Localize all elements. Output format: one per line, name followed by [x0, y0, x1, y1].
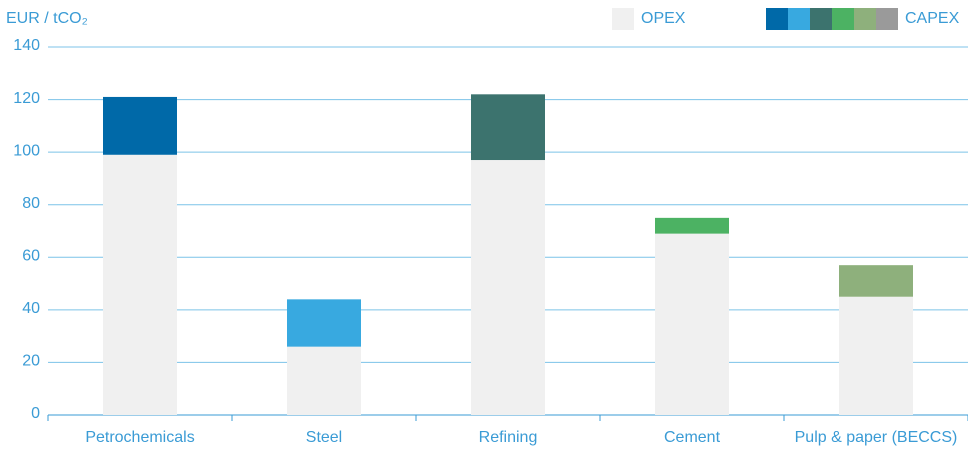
y-tick-label: 40: [22, 300, 40, 317]
bar-segment: [103, 96, 177, 155]
x-tick-label: Petrochemicals: [85, 429, 194, 446]
bar-segment: [471, 160, 545, 415]
legend-swatch: [876, 8, 898, 30]
bar-segment: [839, 265, 913, 297]
y-axis-label: EUR / tCO₂: [6, 10, 88, 27]
bar-segment: [471, 94, 545, 161]
y-tick-label: 60: [22, 248, 40, 265]
bar-segment: [287, 346, 361, 415]
x-tick-label: Pulp & paper (BECCS): [795, 429, 958, 446]
x-tick-label: Refining: [479, 429, 538, 446]
bar-segment: [839, 296, 913, 415]
legend-label: CAPEX: [905, 10, 960, 27]
legend-swatch: [766, 8, 788, 30]
legend-swatch: [810, 8, 832, 30]
legend-swatch: [612, 8, 634, 30]
x-tick-label: Steel: [306, 429, 342, 446]
y-tick-label: 20: [22, 353, 40, 370]
legend-label: OPEX: [641, 10, 686, 27]
y-tick-label: 100: [13, 142, 40, 159]
y-tick-label: 140: [13, 37, 40, 54]
bar-segment: [655, 233, 729, 415]
x-tick-label: Cement: [664, 429, 721, 446]
legend-swatch: [832, 8, 854, 30]
bar-segment: [103, 154, 177, 415]
y-tick-label: 80: [22, 195, 40, 212]
bar-segment: [287, 299, 361, 347]
legend-swatch: [854, 8, 876, 30]
bar-segment: [655, 217, 729, 234]
legend-swatch: [788, 8, 810, 30]
y-tick-label: 120: [13, 90, 40, 107]
y-tick-label: 0: [31, 405, 40, 422]
